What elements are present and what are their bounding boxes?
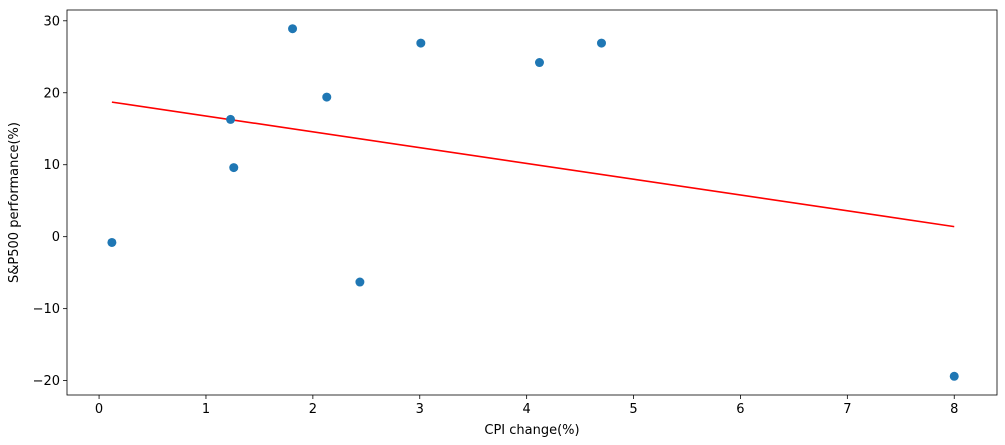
y-tick-label: 30 — [43, 14, 60, 29]
y-axis-label: S&P500 performance(%) — [7, 122, 22, 283]
scatter-point — [226, 114, 236, 124]
plot-area — [66, 9, 998, 396]
x-axis: 0 1 2 3 4 5 6 7 8 — [95, 395, 958, 417]
trend-line — [111, 101, 955, 228]
x-tick-label: 3 — [416, 402, 424, 417]
scatter-point — [288, 24, 298, 34]
x-tick-label: 6 — [736, 402, 744, 417]
y-axis: −20 −10 0 10 20 30 — [33, 14, 67, 389]
x-tick-label: 5 — [629, 402, 637, 417]
trend-line-layer — [111, 101, 955, 228]
x-tick-label: 8 — [950, 402, 958, 417]
y-tick-label: 0 — [52, 230, 60, 245]
scatter-points-layer — [107, 24, 959, 381]
y-tick-label: 10 — [43, 158, 60, 173]
x-tick-label: 1 — [202, 402, 210, 417]
y-tick-label: −20 — [33, 374, 60, 389]
scatter-point — [416, 38, 426, 48]
x-axis-label: CPI change(%) — [484, 423, 579, 438]
scatter-point — [107, 237, 117, 247]
x-tick-label: 2 — [309, 402, 317, 417]
scatter-point — [322, 92, 332, 102]
scatter-point — [949, 371, 959, 381]
x-tick-label: 7 — [843, 402, 851, 417]
scatter-point — [534, 58, 544, 68]
scatter-point — [355, 277, 365, 287]
y-tick-label: −10 — [33, 302, 60, 317]
x-tick-label: 4 — [523, 402, 531, 417]
scatter-point — [229, 163, 239, 173]
scatter-point — [596, 38, 606, 48]
y-tick-label: 20 — [43, 86, 60, 101]
x-tick-label: 0 — [95, 402, 103, 417]
